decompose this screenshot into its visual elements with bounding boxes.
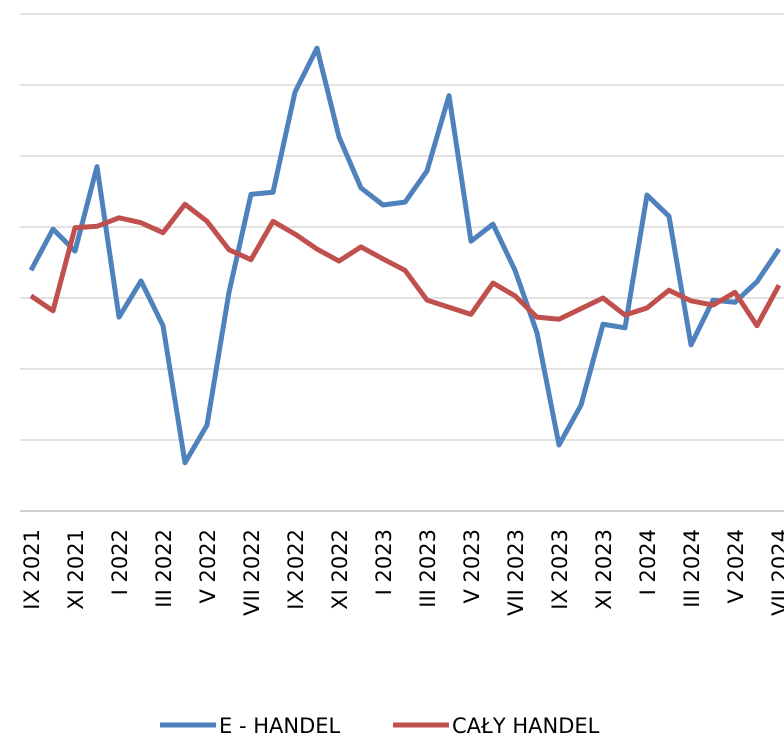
- x-tick-label: IX 2022: [284, 529, 308, 610]
- x-tick-label: I 2024: [636, 529, 660, 595]
- x-tick-label: XI 2022: [328, 529, 352, 610]
- x-tick-label: XI 2021: [64, 529, 88, 610]
- x-tick-label: V 2022: [196, 529, 220, 603]
- series-line: [28, 45, 782, 466]
- x-tick-label: V 2023: [460, 529, 484, 603]
- x-tick-label: III 2024: [680, 529, 704, 608]
- x-tick-label: V 2024: [724, 529, 748, 603]
- x-tick-label: VII 2024: [768, 529, 784, 616]
- x-tick-label: VII 2023: [504, 529, 528, 616]
- legend-label: CAŁY HANDEL: [452, 714, 600, 736]
- legend-label: E - HANDEL: [219, 714, 341, 736]
- x-tick-label: I 2023: [372, 529, 396, 595]
- x-tick-label: IX 2021: [20, 529, 44, 610]
- x-tick-label: III 2023: [416, 529, 440, 608]
- x-tick-label: XI 2023: [592, 529, 616, 610]
- x-tick-label: VII 2022: [240, 529, 264, 616]
- x-tick-label: I 2022: [108, 529, 132, 595]
- x-tick-label: III 2022: [152, 529, 176, 608]
- x-tick-label: IX 2023: [548, 529, 572, 610]
- series-line: [29, 201, 782, 329]
